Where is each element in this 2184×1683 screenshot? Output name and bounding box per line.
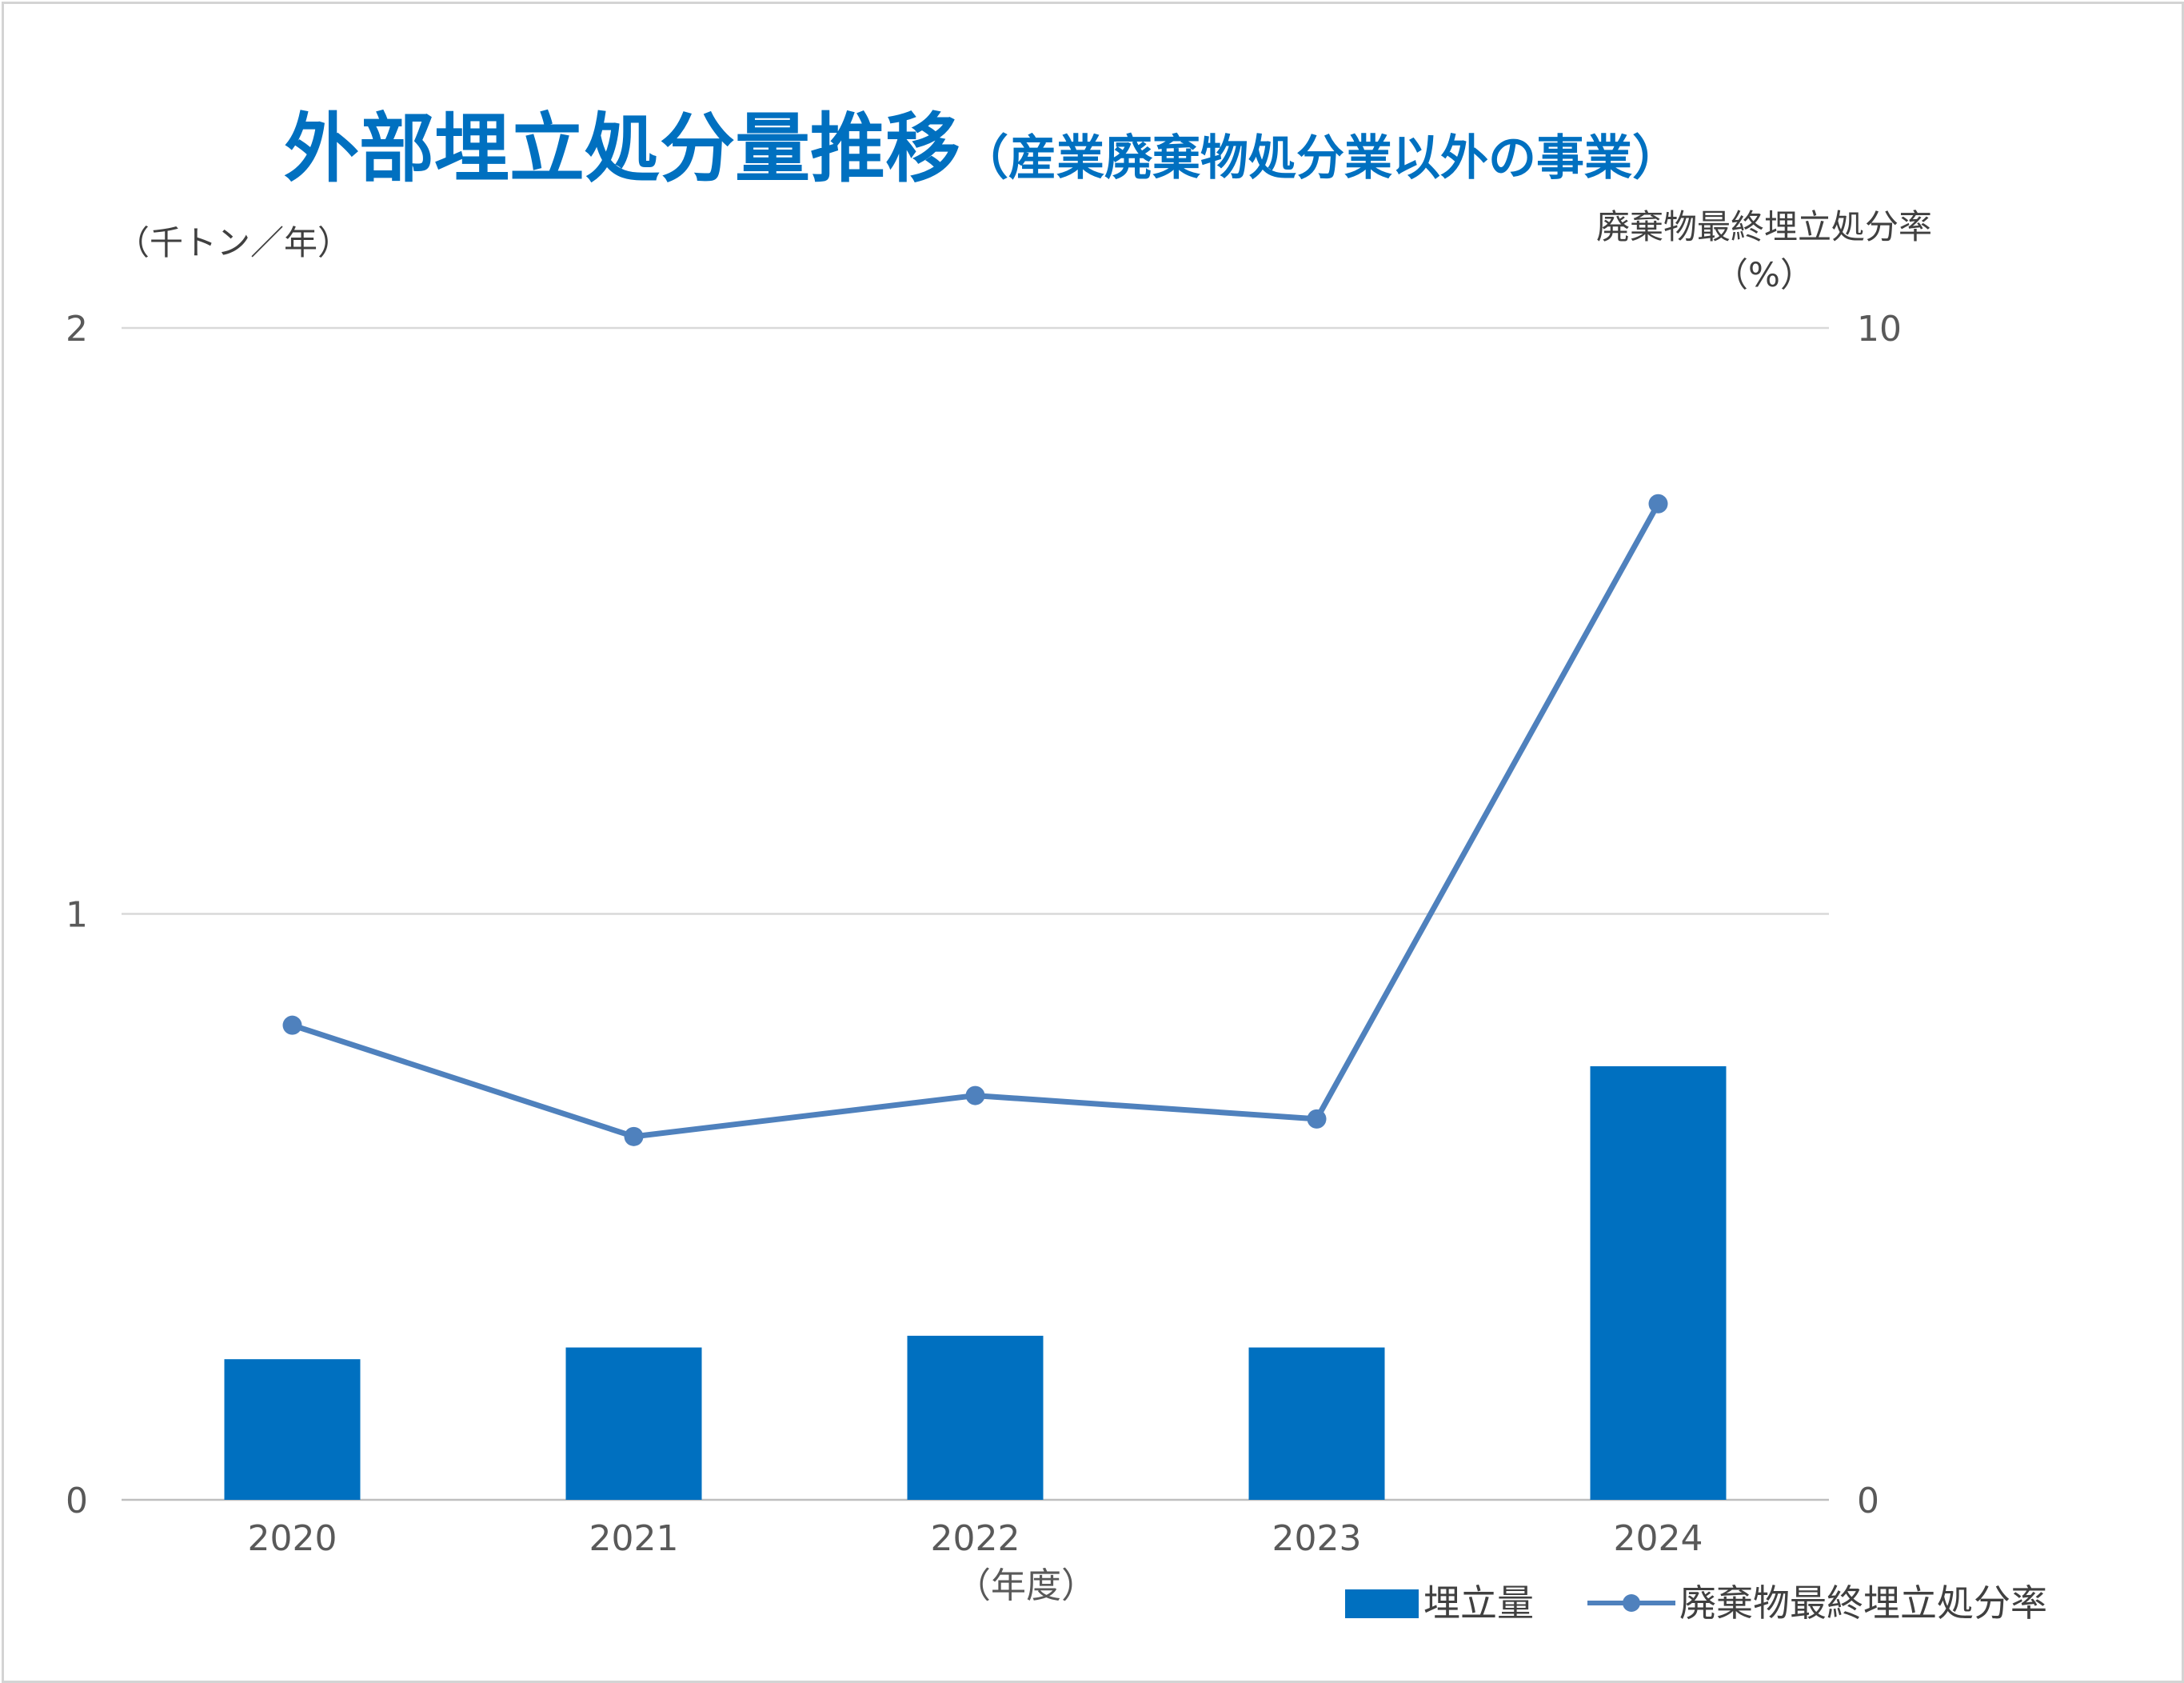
bar [1248,1347,1385,1500]
line-point [1307,1109,1327,1129]
bar-series [224,1065,1727,1500]
chart-subtitle: （産業廃棄物処分業以外の事業） [960,130,1680,186]
x-tick-label: 2022 [931,1518,1020,1559]
bar [224,1359,361,1500]
y-left-tick-label: 1 [66,895,88,936]
y-left-tick-label: 0 [66,1481,88,1521]
y-right-tick-label: 10 [1857,309,1902,350]
x-tick-label: 2021 [589,1518,679,1559]
right-axis-unit: （%） [1715,255,1814,294]
chart-title-group: 外部埋立処分量推移（産業廃棄物処分業以外の事業） [284,106,1680,193]
chart-title: 外部埋立処分量推移 [284,106,960,193]
y-left-tick-label: 2 [66,309,88,350]
x-tick-label: 2020 [248,1518,337,1559]
line-point [965,1085,985,1105]
x-axis-unit: （年度） [956,1565,1096,1606]
bar [907,1335,1044,1500]
line-point [1648,494,1668,514]
y-right-tick-label: 0 [1857,1481,1879,1521]
line-point [624,1126,644,1146]
bar [1590,1065,1727,1500]
legend-line-marker [1623,1594,1640,1612]
x-tick-label: 2023 [1272,1518,1362,1559]
tick-labels: 0 1 2 0 10 2020 2021 2022 2023 2024 [66,309,1902,1559]
legend: 埋立量 廃棄物最終埋立処分率 [1345,1581,2047,1625]
legend-bar-label: 埋立量 [1423,1581,1534,1625]
left-axis-unit: （千トン／年） [116,223,351,262]
series-line [291,502,1661,1140]
legend-line-label: 廃棄物最終埋立処分率 [1679,1581,2047,1625]
legend-bar-swatch [1345,1589,1419,1618]
line-series [282,494,1668,1146]
line-point [282,1015,302,1035]
gridlines [122,326,1829,1501]
bar [565,1347,702,1500]
x-tick-label: 2024 [1614,1518,1703,1559]
right-axis-title: 廃棄物最終埋立処分率 [1596,207,1932,246]
